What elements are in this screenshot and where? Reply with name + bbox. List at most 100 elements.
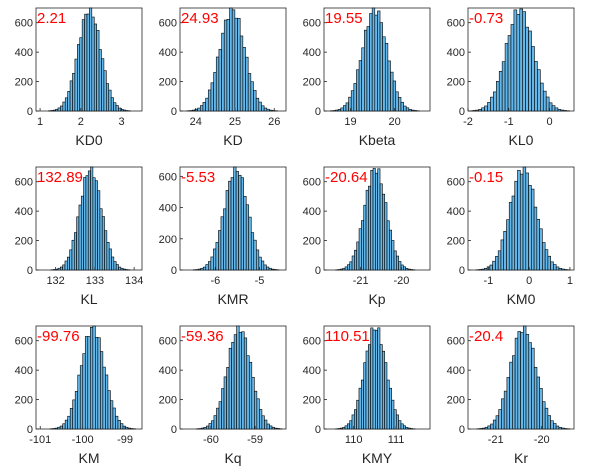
histogram-bar [60,267,62,270]
histogram-bar [216,57,219,111]
histogram-bar [375,173,377,270]
histogram-bar [380,184,382,270]
histogram-bar [238,18,241,111]
histogram-bar [251,233,254,270]
histogram-bar [80,366,83,429]
histogram-bar [234,167,237,270]
histogram-bar [68,91,70,111]
x-tick-label: 134 [125,275,143,287]
histogram-bar [401,424,403,429]
x-axis-title: KM0 [507,291,536,307]
histogram-bar [372,8,375,111]
histogram-bar [502,62,505,111]
histogram-bar [123,269,125,270]
y-tick-label: 200 [159,395,177,407]
histogram-bar [499,71,502,111]
histogram-bar [506,220,509,270]
histogram-bar [271,269,274,270]
histogram-bar [488,426,491,429]
histogram-bar [520,9,523,111]
histogram-bar [377,11,380,111]
histogram-bar [523,326,526,429]
histogram-bar [114,103,116,111]
histogram-bar [267,424,270,429]
histogram-bar [219,49,222,111]
histogram-bar [266,267,269,270]
histogram-bar [514,10,517,111]
histogram-bar [336,110,339,111]
histogram-bar [403,267,405,270]
histogram-bar [101,59,103,111]
histogram-bar [90,327,93,429]
histogram-bar [85,336,88,429]
histogram-bar [243,47,246,111]
x-axis-title: KM [79,450,100,466]
histogram-bar [399,261,401,270]
y-tick-label: 0 [459,265,465,277]
histogram-bar [200,106,203,111]
y-tick-label: 400 [447,365,465,377]
histogram-bar [406,427,408,429]
y-tick-label: 600 [447,18,465,30]
y-tick-label: 0 [315,424,321,436]
histogram-bar [556,267,559,270]
x-tick-label: 132 [46,275,64,287]
histogram-bar [95,181,97,270]
x-tick-label: -20 [534,434,550,446]
histogram-bar [553,424,556,429]
histogram-bar [526,173,529,270]
histogram-bar [118,108,120,111]
histogram-bar [375,15,378,111]
histogram-bar [261,106,264,111]
histogram-bar [553,265,556,270]
histogram-bar [380,23,383,111]
y-tick-label: 200 [303,395,321,407]
histogram-bar [83,354,86,429]
histogram-bar [208,262,211,270]
histogram-bar [214,72,217,111]
histogram-bar [70,250,72,270]
histogram-bar [106,84,108,111]
histogram-bar [223,209,226,270]
histogram-bar [482,269,485,270]
y-tick-label: 0 [27,265,33,277]
y-tick-label: 200 [303,77,321,89]
histogram-bar [366,351,368,429]
histogram-bar [340,269,342,270]
histogram-bar [389,230,391,270]
y-tick-label: 200 [159,77,177,89]
y-tick-label: 200 [303,236,321,248]
y-tick-label: 600 [15,336,33,348]
histogram-bar [88,171,90,270]
histogram-bar [537,70,540,111]
y-tick-label: 400 [159,203,177,215]
y-tick-label: 400 [15,365,33,377]
histogram-bar [56,109,58,111]
x-tick-label: -59 [247,434,263,446]
histogram-bar [361,380,363,429]
histogram-bar [520,174,523,270]
histogram-bar [234,335,237,429]
histogram-bar [121,109,123,111]
histogram-bar [204,427,207,429]
histogram-bar [351,91,354,111]
histogram-bar [404,106,407,111]
histogram-bar [504,391,507,429]
histogram-bar [269,426,272,429]
histogram-bar [119,267,121,270]
histogram-bar [345,426,347,429]
histogram-bar [55,428,58,429]
histogram-bar [370,14,373,111]
histogram-bar [401,102,404,111]
y-tick-label: 200 [15,77,33,89]
histogram-bar [388,61,391,111]
histogram-bar [60,426,63,429]
histogram-bar [523,167,526,270]
histogram-bar [74,233,76,270]
histogram-bar [508,36,511,111]
y-tick-label: 400 [159,365,177,377]
histogram-bar [389,388,391,429]
histogram-bar [361,221,363,270]
